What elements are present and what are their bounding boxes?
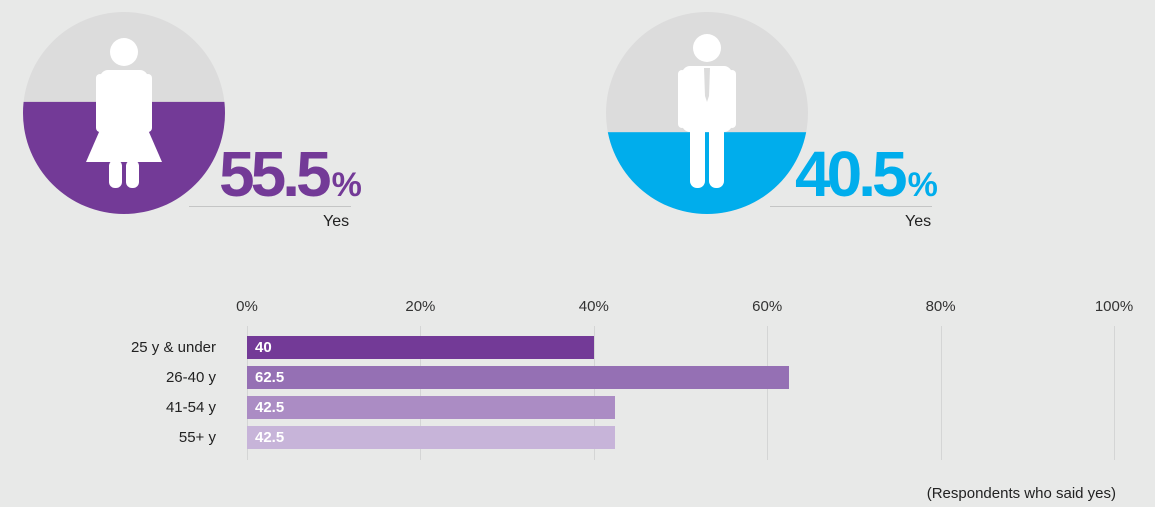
bar-value-label: 62.5 <box>255 369 285 386</box>
x-tick-label: 60% <box>752 298 783 315</box>
category-label: 55+ y <box>178 429 216 446</box>
category-label: 25 y & under <box>130 339 216 356</box>
x-tick-label: 0% <box>236 298 258 315</box>
x-tick-label: 100% <box>1094 298 1134 315</box>
bar <box>247 336 594 359</box>
x-tick-label: 80% <box>925 298 956 315</box>
category-label: 41-54 y <box>165 399 216 416</box>
women-percent: 55.5% <box>219 138 362 210</box>
gridline <box>420 326 422 460</box>
bar <box>247 426 616 449</box>
footnote: (Respondents who said yes) <box>926 485 1116 502</box>
men-percent: 40.5% <box>795 138 938 210</box>
category-label: 26-40 y <box>165 369 216 386</box>
bar-value-label: 42.5 <box>255 399 285 416</box>
bar-value-label: 42.5 <box>255 429 285 446</box>
gridline <box>593 326 595 460</box>
man-icon <box>606 12 808 214</box>
x-tick-label: 20% <box>405 298 436 315</box>
gridline <box>1114 326 1115 460</box>
bar <box>247 396 616 419</box>
woman-icon <box>23 12 225 214</box>
men-yes-label: Yes <box>905 213 932 230</box>
women-yes-label: Yes <box>323 213 350 230</box>
women-circle <box>23 12 225 214</box>
bar <box>247 366 789 389</box>
women-divider <box>189 206 351 207</box>
bar-value-label: 40 <box>255 339 272 356</box>
men-circle <box>606 12 808 214</box>
gridline <box>940 326 942 460</box>
gridline <box>767 326 769 460</box>
men-divider <box>770 206 932 207</box>
gridline <box>247 326 248 460</box>
x-tick-label: 40% <box>578 298 609 315</box>
